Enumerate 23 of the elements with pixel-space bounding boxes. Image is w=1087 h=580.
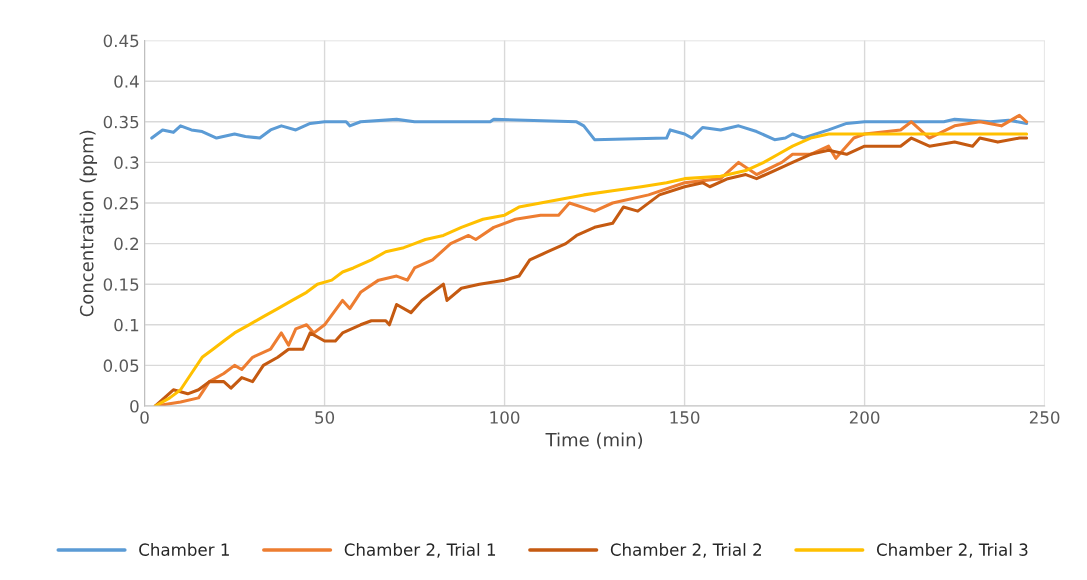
y-tick-label: 0.3 bbox=[114, 156, 139, 169]
x-tick-label: 0 bbox=[140, 411, 149, 424]
x-tick-label: 250 bbox=[1029, 411, 1060, 424]
y-tick-label: 0.35 bbox=[103, 115, 139, 129]
legend-label: Chamber 1 bbox=[139, 543, 229, 556]
y-tick-label: 0.25 bbox=[103, 196, 139, 210]
x-tick-label: 100 bbox=[490, 411, 520, 424]
legend-label: Chamber 2, Trial 1 bbox=[344, 543, 496, 558]
x-axis-title: Time (min) bbox=[545, 432, 643, 449]
y-tick-label: 0.4 bbox=[114, 75, 139, 88]
y-tick-label: 0.45 bbox=[103, 34, 139, 48]
x-tick-label: 200 bbox=[849, 411, 880, 424]
y-tick-label: 0.05 bbox=[103, 359, 139, 372]
x-tick-label: 150 bbox=[670, 411, 700, 424]
y-tick-label: 0.1 bbox=[114, 318, 139, 332]
line-series bbox=[150, 117, 1029, 142]
x-tick-label: 50 bbox=[315, 411, 335, 424]
y-tick-label: 0.2 bbox=[114, 237, 139, 251]
y-axis-title: Concentration (ppm) bbox=[79, 130, 98, 317]
legend-label: Chamber 2, Trial 3 bbox=[876, 543, 1028, 558]
y-tick-label: 0 bbox=[130, 399, 139, 413]
y-tick-label: 0.15 bbox=[103, 278, 139, 291]
legend-label: Chamber 2, Trial 2 bbox=[610, 543, 762, 558]
